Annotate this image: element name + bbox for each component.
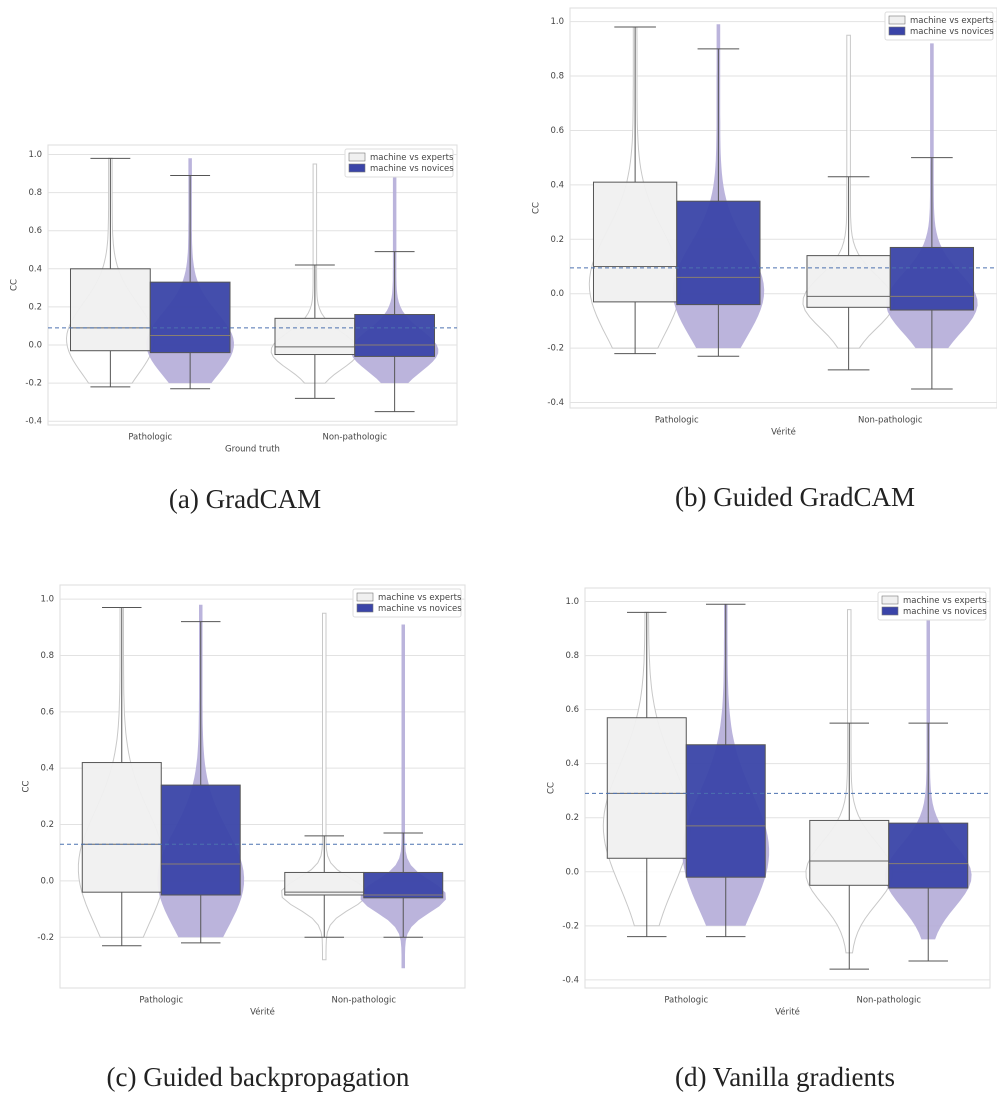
y-tick-label: 0.0 xyxy=(550,289,564,299)
y-tick-label: 0.4 xyxy=(550,180,564,190)
legend-label: machine vs novices xyxy=(378,604,462,614)
y-axis-label: CC xyxy=(22,781,32,793)
y-tick-label: 0.0 xyxy=(28,341,42,351)
legend-label: machine vs experts xyxy=(910,16,994,26)
y-tick-label: -0.4 xyxy=(25,417,42,427)
y-tick-label: 0.0 xyxy=(565,867,579,877)
legend-label: machine vs experts xyxy=(370,153,454,163)
box xyxy=(686,745,765,877)
y-tick-label: 0.8 xyxy=(550,72,564,82)
y-tick-label: 0.2 xyxy=(40,820,54,830)
legend-swatch xyxy=(357,593,373,601)
legend-swatch xyxy=(882,596,898,604)
y-tick-label: -0.2 xyxy=(562,921,579,931)
y-tick-label: 0.4 xyxy=(565,759,579,769)
legend-label: machine vs experts xyxy=(903,596,987,606)
y-tick-label: 1.0 xyxy=(40,595,54,605)
x-tick-label: Non-pathologic xyxy=(858,416,923,426)
box xyxy=(364,872,443,897)
y-tick-label: 1.0 xyxy=(28,150,42,160)
y-tick-label: 1.0 xyxy=(565,597,579,607)
box xyxy=(593,182,676,302)
box xyxy=(677,201,760,304)
y-axis-label: CC xyxy=(547,782,557,794)
y-tick-label: 0.6 xyxy=(28,226,42,236)
caption: (c) Guided backpropagation xyxy=(107,1062,410,1092)
y-tick-label: 0.2 xyxy=(550,235,564,245)
box xyxy=(82,763,161,893)
panel: -0.4 -0.2 0.0 0.2 0.4 0.6 0.8 1.0 Pathologic Non-… xyxy=(547,588,991,1092)
legend-swatch xyxy=(889,16,905,24)
caption: (d) Vanilla gradients xyxy=(675,1062,895,1092)
box xyxy=(607,718,686,859)
box xyxy=(807,256,890,308)
caption: (a) GradCAM xyxy=(169,484,321,514)
legend-swatch xyxy=(349,153,365,161)
y-tick-label: 0.4 xyxy=(40,764,54,774)
legend-label: machine vs novices xyxy=(910,27,994,37)
y-axis-label: CC xyxy=(532,202,542,214)
y-tick-label: 0.6 xyxy=(40,707,54,717)
y-tick-label: -0.4 xyxy=(547,398,564,408)
y-tick-label: 0.8 xyxy=(28,188,42,198)
legend-swatch xyxy=(889,27,905,35)
x-tick-label: Pathologic xyxy=(655,416,699,426)
x-tick-label: Non-pathologic xyxy=(322,433,387,443)
x-tick-label: Pathologic xyxy=(139,996,183,1006)
x-axis-label: Vérité xyxy=(250,1007,275,1018)
y-tick-label: 0.6 xyxy=(565,705,579,715)
x-tick-label: Pathologic xyxy=(664,996,708,1006)
box xyxy=(275,318,355,354)
y-tick-label: -0.2 xyxy=(37,933,54,943)
panel: -0.2 0.0 0.2 0.4 0.6 0.8 1.0 Pathologic Non-path… xyxy=(22,585,466,1092)
legend-swatch xyxy=(357,604,373,612)
caption: (b) Guided GradCAM xyxy=(675,482,915,512)
legend-label: machine vs novices xyxy=(903,607,987,617)
x-tick-label: Non-pathologic xyxy=(856,996,921,1006)
box xyxy=(890,247,973,310)
y-tick-label: -0.2 xyxy=(547,344,564,354)
panel: -0.4 -0.2 0.0 0.2 0.4 0.6 0.8 1.0 Pathologic Non-… xyxy=(532,8,997,512)
y-tick-label: 0.2 xyxy=(28,302,42,312)
x-axis-label: Vérité xyxy=(771,427,796,438)
x-tick-label: Pathologic xyxy=(128,433,172,443)
y-tick-label: -0.4 xyxy=(562,975,579,985)
legend-label: machine vs novices xyxy=(370,164,454,174)
y-tick-label: 0.8 xyxy=(40,651,54,661)
box xyxy=(161,785,240,895)
x-axis-label: Vérité xyxy=(775,1007,800,1018)
box xyxy=(810,820,889,885)
y-tick-label: 0.0 xyxy=(40,876,54,886)
y-tick-label: 1.0 xyxy=(550,17,564,27)
y-tick-label: 0.6 xyxy=(550,126,564,136)
x-axis-label: Ground truth xyxy=(225,445,280,455)
box xyxy=(70,269,150,351)
box xyxy=(150,282,230,352)
y-tick-label: 0.4 xyxy=(28,264,42,274)
panel: -0.4 -0.2 0.0 0.2 0.4 0.6 0.8 1.0 Pathologic Non-… xyxy=(10,145,458,514)
box xyxy=(889,823,968,888)
y-axis-label: CC xyxy=(10,279,20,291)
box xyxy=(355,315,435,357)
y-tick-label: 0.8 xyxy=(565,651,579,661)
legend-swatch xyxy=(882,607,898,615)
y-tick-label: 0.2 xyxy=(565,813,579,823)
x-tick-label: Non-pathologic xyxy=(331,996,396,1006)
box xyxy=(285,872,364,895)
legend-swatch xyxy=(349,164,365,172)
legend-label: machine vs experts xyxy=(378,593,462,603)
y-tick-label: -0.2 xyxy=(25,379,42,389)
